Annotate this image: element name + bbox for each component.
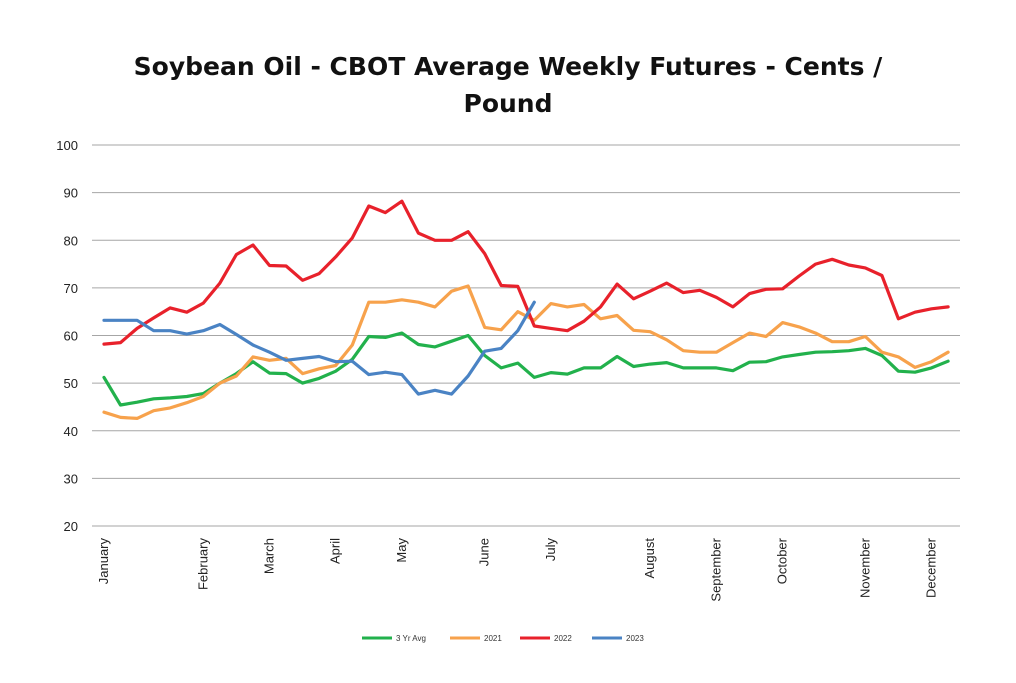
x-month-label: April (328, 538, 343, 564)
y-tick-label: 20 (64, 519, 78, 534)
x-month-label: December (924, 537, 939, 598)
y-tick-label: 30 (64, 471, 78, 486)
series-line-2022 (102, 199, 950, 346)
legend: 3 Yr Avg 2021 2022 2023 (362, 634, 644, 643)
chart-title-line-2: Pound (463, 89, 553, 118)
x-month-label: June (477, 538, 492, 566)
x-month-label: March (262, 538, 277, 574)
y-tick-label: 90 (64, 186, 78, 201)
chart-title-line-1: Soybean Oil - CBOT Average Weekly Future… (133, 52, 883, 81)
series-line-3-yr-avg (102, 331, 950, 407)
y-tick-label: 40 (64, 424, 78, 439)
gridlines (92, 144, 960, 527)
x-axis-month-labels: January February March April May June July Augu… (96, 537, 939, 601)
x-month-label: February (195, 538, 210, 591)
x-month-label: August (642, 538, 657, 579)
y-axis-tick-labels: 20 30 40 50 60 70 80 90 100 (56, 138, 78, 534)
x-month-label: September (708, 537, 723, 601)
x-month-label: May (394, 538, 409, 563)
legend-label: 2022 (554, 634, 572, 643)
x-month-label: October (775, 537, 790, 584)
legend-label: 2023 (626, 634, 644, 643)
x-month-label: January (96, 538, 111, 585)
series-lines (102, 199, 950, 420)
legend-label: 2021 (484, 634, 502, 643)
x-month-label: July (543, 538, 558, 562)
series-line-2023 (102, 300, 536, 396)
chart-title: Soybean Oil - CBOT Average Weekly Future… (0, 48, 1016, 122)
y-tick-label: 70 (64, 281, 78, 296)
y-tick-label: 100 (56, 138, 78, 153)
x-month-label: November (857, 537, 872, 598)
legend-label: 3 Yr Avg (396, 634, 426, 643)
y-tick-label: 50 (64, 376, 78, 391)
y-tick-label: 60 (64, 329, 78, 344)
y-tick-label: 80 (64, 233, 78, 248)
